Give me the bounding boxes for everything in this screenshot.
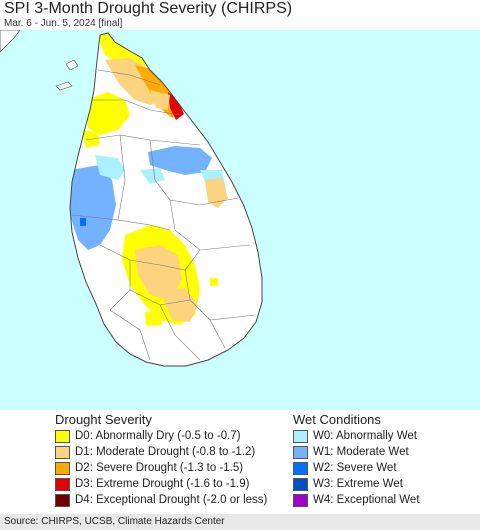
wet-legend-heading: Wet Conditions bbox=[293, 412, 381, 427]
sri-lanka-outline bbox=[69, 32, 263, 367]
legend-swatch-d2 bbox=[55, 461, 70, 475]
drought-d0-northwest bbox=[86, 92, 130, 135]
footer: Source: CHIRPS, UCSB, Climate Hazards Ce… bbox=[0, 514, 480, 530]
drought-d1-east bbox=[205, 178, 228, 208]
drought-d0-spot-1 bbox=[145, 310, 162, 326]
legend-label-w2: W2: Severe Wet bbox=[313, 462, 397, 474]
map-title: SPI 3-Month Drought Severity (CHIRPS) bbox=[4, 0, 293, 17]
legend-swatch-w1 bbox=[293, 445, 308, 459]
legend-swatch-w3 bbox=[293, 477, 308, 491]
legend-item-w1: W1: Moderate Wet bbox=[293, 444, 409, 460]
legend-swatch-w2 bbox=[293, 461, 308, 475]
legend-item-d0: D0: Abnormally Dry (-0.5 to -0.7) bbox=[55, 428, 241, 444]
drought-d1-north bbox=[105, 58, 165, 105]
mannar-island bbox=[55, 81, 73, 91]
legend-item-w3: W3: Extreme Wet bbox=[293, 476, 403, 492]
legend-label-w3: W3: Extreme Wet bbox=[313, 478, 403, 490]
drought-d1-central-2 bbox=[160, 288, 198, 322]
mainland-india bbox=[0, 30, 21, 53]
legend-swatch-d1 bbox=[55, 445, 70, 459]
legend-label-d1: D1: Moderate Drought (-0.8 to -1.2) bbox=[75, 446, 256, 458]
legend-label-d3: D3: Extreme Drought (-1.6 to -1.9) bbox=[75, 478, 250, 490]
district-boundaries bbox=[71, 69, 256, 361]
map-header: SPI 3-Month Drought Severity (CHIRPS) Ma… bbox=[0, 0, 480, 30]
wet-area-w2-spot bbox=[80, 218, 86, 226]
legend-item-w4: W4: Exceptional Wet bbox=[293, 492, 420, 508]
legend-item-w2: W2: Severe Wet bbox=[293, 460, 397, 476]
legend-label-w4: W4: Exceptional Wet bbox=[313, 494, 420, 506]
legend-label-w0: W0: Abnormally Wet bbox=[313, 430, 417, 442]
drought-d3-north bbox=[168, 92, 184, 120]
legend: Drought Severity Wet Conditions D0: Abno… bbox=[0, 410, 480, 514]
wet-area-w0-central bbox=[140, 168, 165, 184]
jaffna-islands bbox=[65, 59, 79, 71]
drought-d2-north bbox=[135, 65, 180, 118]
drought-legend-heading: Drought Severity bbox=[55, 412, 152, 427]
drought-d1-central bbox=[135, 245, 182, 300]
legend-label-d0: D0: Abnormally Dry (-0.5 to -0.7) bbox=[75, 430, 241, 442]
drought-d0-north bbox=[95, 33, 150, 70]
legend-item-d2: D2: Severe Drought (-1.3 to -1.5) bbox=[55, 460, 243, 476]
source-credit: Source: CHIRPS, UCSB, Climate Hazards Ce… bbox=[4, 516, 225, 527]
drought-d0-spot-2 bbox=[210, 278, 218, 286]
legend-label-d4: D4: Exceptional Drought (-2.0 or less) bbox=[75, 494, 268, 506]
legend-swatch-d3 bbox=[55, 477, 70, 491]
wet-area-central bbox=[148, 146, 212, 175]
wet-area-w0-west bbox=[95, 155, 125, 180]
legend-item-w0: W0: Abnormally Wet bbox=[293, 428, 417, 444]
legend-swatch-w4 bbox=[293, 493, 308, 507]
legend-swatch-w0 bbox=[293, 429, 308, 443]
legend-item-d4: D4: Exceptional Drought (-2.0 or less) bbox=[55, 492, 267, 508]
drought-d1-northeast bbox=[150, 90, 170, 110]
legend-item-d3: D3: Extreme Drought (-1.6 to -1.9) bbox=[55, 476, 249, 492]
legend-item-d1: D1: Moderate Drought (-0.8 to -1.2) bbox=[55, 444, 255, 460]
legend-swatch-d0 bbox=[55, 429, 70, 443]
legend-label-d2: D2: Severe Drought (-1.3 to -1.5) bbox=[75, 462, 244, 474]
legend-label-w1: W1: Moderate Wet bbox=[313, 446, 409, 458]
map-subtitle: Mar. 6 - Jun. 5, 2024 [final] bbox=[4, 18, 123, 29]
wet-area-west bbox=[70, 165, 116, 250]
severity-areas bbox=[70, 33, 228, 326]
drought-map bbox=[0, 30, 480, 410]
legend-swatch-d4 bbox=[55, 493, 70, 507]
